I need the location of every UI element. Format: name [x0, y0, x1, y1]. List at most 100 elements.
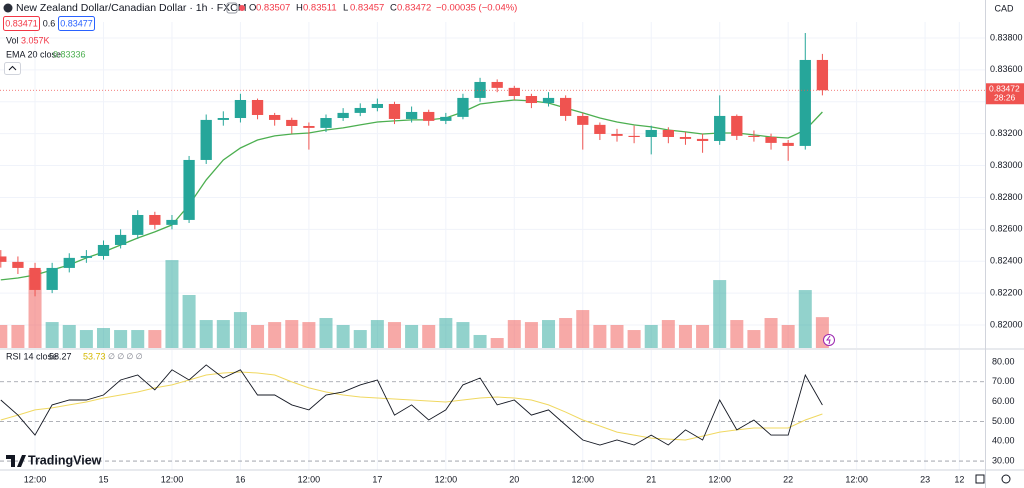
candle-body	[217, 118, 229, 120]
volume-legend-name: Vol	[6, 35, 19, 45]
volume-bar	[62, 324, 76, 348]
symbol-title[interactable]: New Zealand Dollar/Canadian Dollar · 1h …	[16, 2, 247, 14]
candle-body	[269, 114, 281, 120]
x-tick-label: 22	[783, 474, 793, 484]
candle-body	[114, 234, 127, 245]
ohlc-value: 0.83511	[303, 3, 337, 14]
y-tick-label: 0.82000	[990, 319, 1023, 329]
ohlc-value: 0.83507	[256, 3, 290, 14]
volume-bar	[507, 320, 521, 348]
candle-body	[132, 214, 144, 235]
x-tick-label: 12	[954, 474, 964, 484]
candle-body	[611, 133, 623, 136]
x-tick-label: 12:00	[161, 474, 184, 484]
x-tick-label: 12:00	[24, 474, 47, 484]
candle-body	[782, 142, 794, 146]
buy-button[interactable]	[58, 16, 95, 31]
y-tick-label: 70.00	[992, 376, 1015, 386]
volume-bar	[524, 322, 538, 348]
candle-body	[320, 118, 332, 128]
volume-bar	[353, 330, 367, 348]
volume-bar	[456, 322, 470, 348]
y-tick-label: 0.82600	[990, 224, 1023, 234]
candle-body	[234, 99, 247, 119]
scale-icon[interactable]	[975, 474, 985, 484]
candle-body	[371, 103, 384, 108]
candle-body	[714, 115, 726, 141]
y-tick-label: 0.82200	[990, 288, 1023, 298]
volume-bar	[0, 324, 8, 348]
y-tick-label: 0.82800	[990, 192, 1023, 202]
y-tick-label: 0.83000	[990, 160, 1023, 170]
ohlc-value: 0.83457	[350, 3, 384, 14]
buy-price[interactable]: 0.83477	[60, 18, 93, 28]
candle-body	[577, 115, 589, 125]
volume-bar	[319, 318, 333, 348]
candle-body	[440, 116, 452, 121]
volume-legend-value: 3.057K	[21, 35, 50, 45]
volume-bar	[148, 330, 162, 348]
sell-price[interactable]: 0.83471	[5, 18, 38, 28]
countdown: 28:26	[994, 93, 1016, 103]
volume-bar	[490, 338, 504, 348]
logo-text[interactable]: TradingView	[28, 453, 102, 467]
candle-body	[200, 119, 212, 160]
candle-body	[765, 136, 777, 143]
rsi-extra: ∅ ∅ ∅ ∅	[108, 352, 143, 361]
volume-bar	[713, 280, 727, 348]
ohlc-label: O	[249, 3, 256, 14]
volume-bar	[559, 318, 573, 348]
rsi-line	[0, 364, 823, 446]
x-tick-label: 12:00	[571, 474, 594, 484]
ohlc-label: H	[296, 3, 303, 14]
candle-body	[748, 135, 760, 137]
y-tick-label: 50.00	[992, 416, 1015, 426]
volume-bar	[114, 330, 128, 348]
volume-bar	[422, 324, 436, 348]
candle-body	[303, 125, 315, 128]
volume-bar	[199, 320, 213, 348]
candle-body	[731, 115, 743, 136]
x-tick-label: 21	[646, 474, 656, 484]
candle-body	[696, 138, 709, 141]
y-tick-label: 0.83200	[990, 128, 1023, 138]
y-tick-label: 40.00	[992, 436, 1015, 446]
x-tick-label: 12:00	[435, 474, 458, 484]
volume-bar	[96, 328, 111, 348]
x-tick-label: 23	[920, 474, 930, 484]
volume-bar	[798, 290, 812, 348]
last-price-box	[986, 83, 1024, 105]
candle-body	[149, 214, 161, 225]
candle-body	[405, 111, 418, 119]
labels-layer: 12:00 15 12:00 16 12:00 17 12:00 20 12:00 21 12:00…	[24, 32, 1024, 484]
candle-body	[594, 124, 606, 134]
ohlc-label: L	[343, 3, 348, 14]
settings-icon[interactable]	[1001, 474, 1011, 484]
volume-bar	[336, 324, 350, 348]
candle-body	[559, 97, 572, 116]
ohlc-value: 0.83472	[397, 3, 431, 14]
candle-body	[166, 219, 178, 225]
candle-body	[337, 112, 349, 119]
volume-bar	[473, 334, 487, 348]
market-status[interactable]	[226, 2, 238, 14]
ohlc-label: C	[390, 3, 397, 14]
volume-bar	[182, 295, 196, 348]
candle-body	[628, 135, 640, 137]
y-tick-label: 60.00	[992, 396, 1015, 406]
logo-mark	[6, 455, 26, 467]
volume-bar	[131, 330, 145, 348]
candle-body	[80, 255, 93, 258]
volume-bar	[542, 320, 556, 348]
volume-bar	[45, 322, 59, 348]
candle-body	[251, 99, 264, 115]
volume-bar	[165, 260, 179, 348]
volume-bar	[764, 318, 778, 348]
y-tick-label: 80.00	[992, 356, 1015, 366]
candle-body	[457, 97, 469, 117]
candle-body	[46, 267, 58, 290]
rsi-ma-legend-value: 53.73	[83, 351, 106, 361]
collapse-button[interactable]	[4, 62, 21, 75]
sell-button[interactable]	[3, 16, 40, 31]
